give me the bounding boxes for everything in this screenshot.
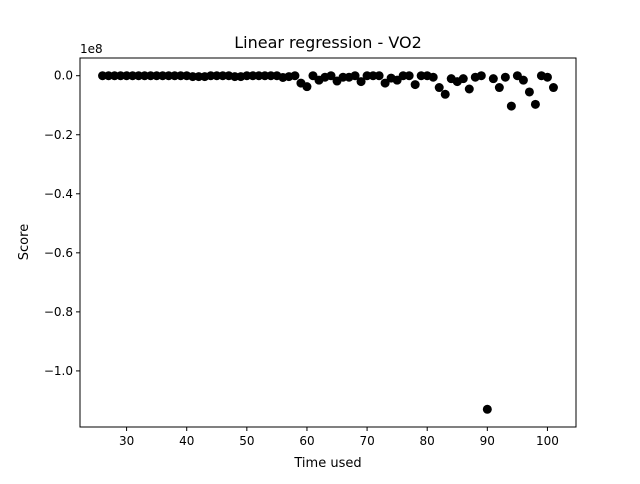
x-tick-label: 50	[239, 434, 254, 448]
data-point	[458, 74, 468, 84]
x-tick-label: 30	[119, 434, 134, 448]
data-point	[326, 71, 336, 81]
plot-area: 30 40 50 60 70 80 90 100 0.0 −0.2 −0.4 −0.6 −0.8 −1.0	[44, 57, 577, 448]
y-offset-label: 1e8	[80, 42, 103, 56]
data-point	[440, 89, 450, 99]
axes-frame	[79, 57, 577, 428]
x-tick-label: 100	[536, 434, 559, 448]
y-axis-label: Score	[17, 224, 32, 260]
y-tick-label: −1.0	[44, 364, 73, 378]
data-point	[302, 82, 312, 92]
y-tick-label: −0.6	[44, 246, 73, 260]
data-point	[530, 99, 540, 109]
data-point	[434, 83, 444, 93]
data-point	[350, 71, 360, 81]
y-tick-label: −0.4	[44, 187, 73, 201]
chart-title: Linear regression - VO2	[234, 33, 422, 52]
x-axis-label: Time used	[293, 456, 361, 471]
x-tick-label: 70	[359, 434, 374, 448]
x-tick-label: 80	[420, 434, 435, 448]
data-point	[356, 77, 366, 87]
data-point	[404, 71, 414, 81]
data-point	[290, 71, 300, 81]
data-point	[464, 84, 474, 94]
data-point	[476, 71, 486, 81]
data-point	[482, 404, 492, 414]
data-point	[506, 101, 516, 111]
y-tick-label: 0.0	[54, 69, 73, 83]
data-point	[500, 72, 510, 82]
x-tick-label: 90	[480, 434, 495, 448]
data-point	[380, 78, 390, 88]
data-point	[488, 74, 498, 84]
x-tick-label: 60	[299, 434, 314, 448]
data-point	[524, 87, 534, 97]
y-tick-label: −0.8	[44, 305, 73, 319]
data-point	[374, 71, 384, 81]
data-point	[518, 75, 528, 85]
x-tick-label: 40	[179, 434, 194, 448]
data-point	[428, 72, 438, 82]
data-point	[542, 72, 552, 82]
data-point	[410, 80, 420, 90]
data-point	[494, 83, 504, 93]
data-point	[548, 83, 558, 93]
y-tick-label: −0.2	[44, 128, 73, 142]
